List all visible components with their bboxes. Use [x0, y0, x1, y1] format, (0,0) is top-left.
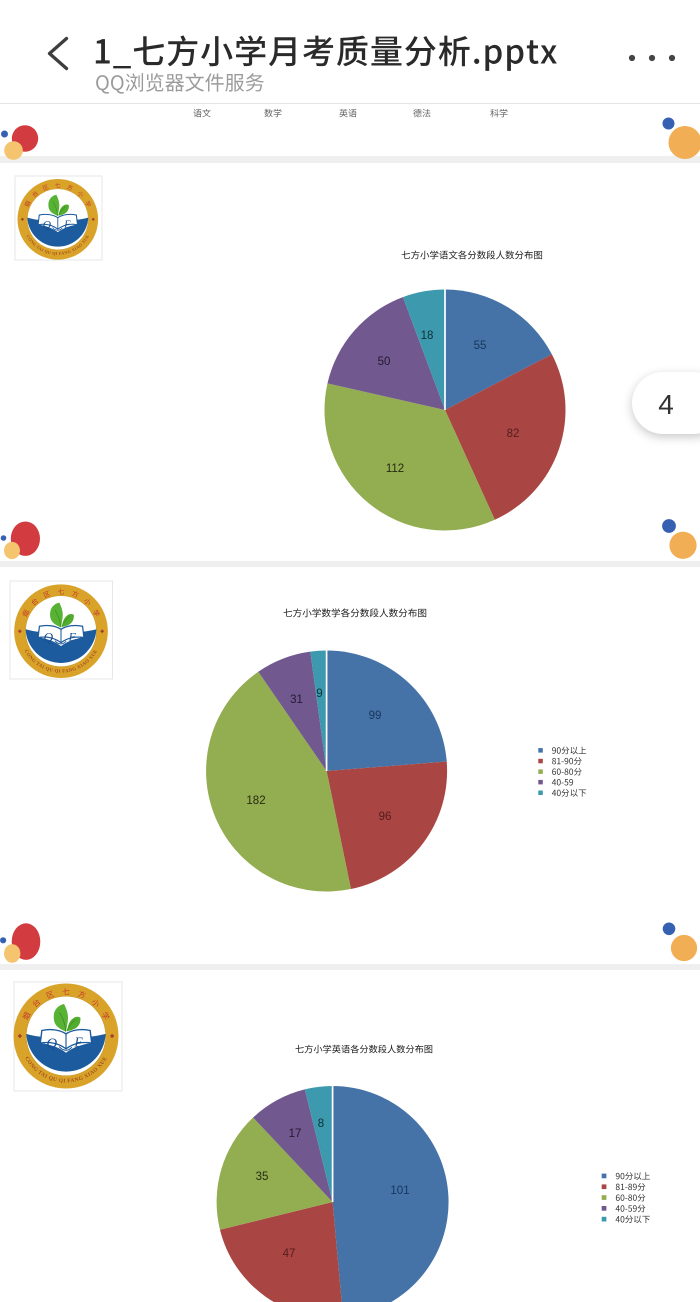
- svg-text:112: 112: [386, 463, 404, 475]
- svg-text:50: 50: [378, 356, 391, 368]
- svg-text:47: 47: [283, 1248, 296, 1260]
- svg-text:101: 101: [390, 1185, 409, 1197]
- svg-text:99: 99: [369, 710, 382, 722]
- svg-text:182: 182: [246, 795, 265, 807]
- svg-text:18: 18: [421, 330, 434, 342]
- svg-text:35: 35: [256, 1171, 269, 1183]
- svg-text:55: 55: [474, 340, 487, 352]
- svg-text:9: 9: [316, 688, 322, 700]
- svg-text:96: 96: [379, 811, 392, 823]
- svg-text:31: 31: [290, 694, 303, 706]
- svg-text:8: 8: [318, 1118, 324, 1130]
- svg-text:82: 82: [507, 428, 520, 440]
- svg-text:17: 17: [289, 1128, 302, 1140]
